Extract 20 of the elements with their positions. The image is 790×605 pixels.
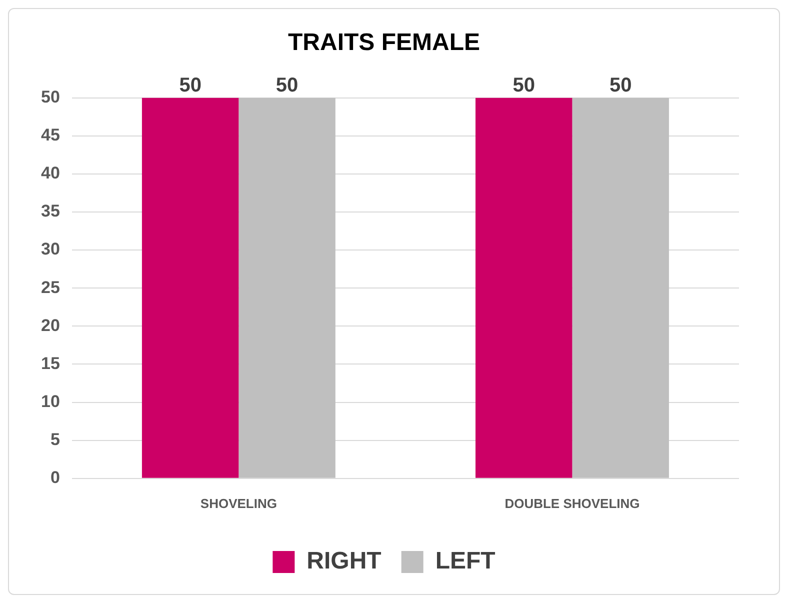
- y-tick-label: 20: [40, 316, 60, 335]
- chart-title: TRAITS FEMALE: [288, 29, 480, 56]
- data-label: 50: [179, 74, 202, 96]
- y-tick-label: 40: [40, 164, 60, 183]
- y-tick-label: 45: [40, 126, 60, 145]
- x-tick-label: DOUBLE SHOVELING: [504, 496, 640, 511]
- data-label: 50: [276, 74, 298, 96]
- y-tick-label: 25: [40, 278, 60, 297]
- y-tick-label: 10: [40, 392, 60, 411]
- y-tick-label: 0: [50, 468, 60, 488]
- legend-label: LEFT: [435, 548, 496, 575]
- legend-label: RIGHT: [306, 548, 382, 575]
- y-tick-label: 35: [40, 202, 60, 221]
- y-tick-label: 5: [50, 430, 60, 450]
- data-label: 50: [609, 74, 632, 96]
- y-tick-label: 15: [40, 354, 60, 373]
- x-tick-label: SHOVELING: [200, 496, 277, 511]
- data-label: 50: [512, 74, 535, 96]
- y-tick-label: 30: [40, 240, 60, 259]
- y-tick-label: 50: [40, 87, 60, 106]
